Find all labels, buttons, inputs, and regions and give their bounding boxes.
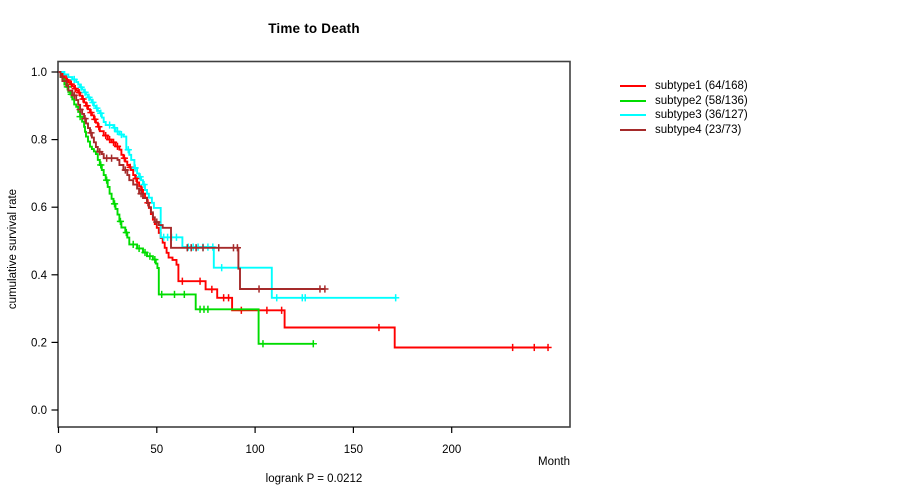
logrank-p-value: logrank P = 0.0212 <box>265 473 363 485</box>
chart-title: Time to Death <box>268 21 360 36</box>
legend-label-subtype4: subtype4 (23/73) <box>655 123 742 136</box>
survival-curve-subtype1 <box>58 71 548 349</box>
x-tick-label: 100 <box>246 444 265 456</box>
legend: subtype1 (64/168) subtype2 (58/136) subt… <box>620 79 748 137</box>
x-tick-label: 150 <box>344 444 363 456</box>
survival-curve-subtype4 <box>58 71 325 290</box>
x-tick-label: 200 <box>442 444 461 456</box>
y-tick-label: 0.0 <box>31 405 47 417</box>
y-tick-label: 0.2 <box>31 337 47 349</box>
x-axis-label: Month <box>538 456 570 468</box>
legend-label-subtype2: subtype2 (58/136) <box>655 94 748 107</box>
legend-label-subtype1: subtype1 (64/168) <box>655 80 748 92</box>
y-axis-label: cumulative survival rate <box>7 188 19 310</box>
y-tick-label: 1.0 <box>31 67 47 79</box>
survival-curve-subtype3 <box>58 71 396 299</box>
plot-box <box>57 60 571 428</box>
legend-line-swatch-subtype3 <box>620 114 646 117</box>
y-tick-label: 0.4 <box>31 270 48 282</box>
legend-item-subtype1: subtype1 (64/168) <box>620 79 748 94</box>
legend-item-subtype4: subtype4 (23/73) <box>620 123 748 138</box>
legend-line-swatch-subtype1 <box>620 85 646 88</box>
x-tick-label: 50 <box>150 444 163 456</box>
legend-item-subtype2: subtype2 (58/136) <box>620 94 748 109</box>
survival-curve-subtype2 <box>58 71 314 345</box>
legend-line-swatch-subtype4 <box>620 128 646 131</box>
legend-label-subtype3: subtype3 (36/127) <box>655 109 748 121</box>
legend-item-subtype3: subtype3 (36/127) <box>620 108 748 123</box>
legend-line-swatch-subtype2 <box>620 99 646 102</box>
y-tick-label: 0.8 <box>31 135 47 147</box>
x-tick-label: 0 <box>55 444 61 456</box>
y-tick-label: 0.6 <box>31 202 47 214</box>
